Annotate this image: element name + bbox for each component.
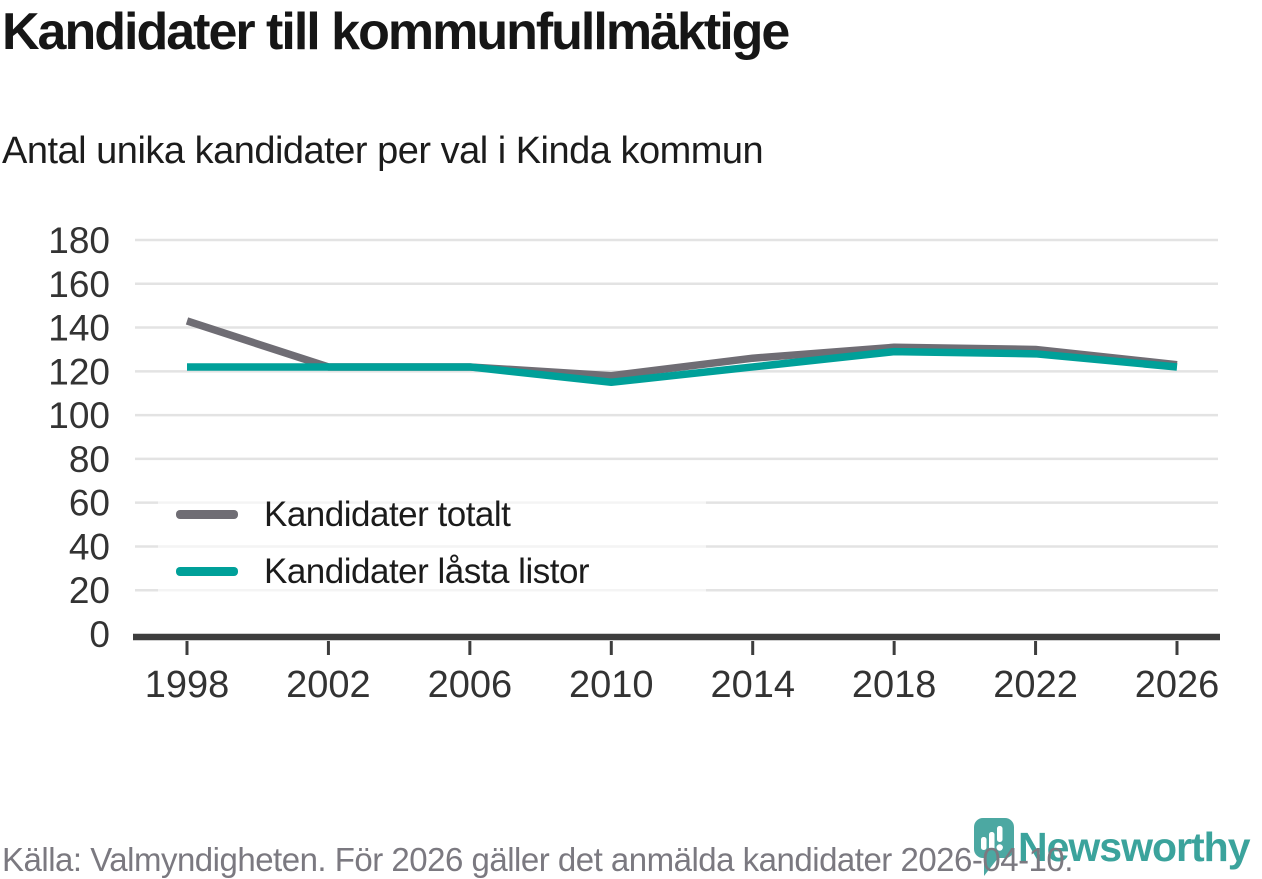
source-note: Källa: Valmyndigheten. För 2026 gäller d…: [2, 841, 1073, 878]
chart-subtitle: Antal unika kandidater per val i Kinda k…: [2, 130, 764, 172]
x-tick-label-1998: 1998: [145, 664, 230, 706]
newsworthy-wordmark: Newsworthy: [1018, 824, 1250, 870]
x-tick-label-2022: 2022: [993, 664, 1078, 706]
y-tick-label-80: 80: [69, 439, 110, 480]
legend-swatch-locked-lists-icon: [176, 567, 238, 576]
legend-label-total: Kandidater totalt: [264, 494, 511, 534]
chart-title: Kandidater till kommunfullmäktige: [2, 3, 790, 61]
x-tick-label-2006: 2006: [428, 664, 513, 706]
legend: Kandidater totalt Kandidater låsta listo…: [158, 486, 706, 600]
y-tick-label-60: 60: [69, 483, 110, 524]
y-tick-label-180: 180: [48, 220, 110, 261]
y-tick-label-0: 0: [89, 614, 110, 655]
legend-item-total: Kandidater totalt: [158, 486, 706, 543]
y-tick-label-140: 140: [48, 308, 110, 349]
y-tick-label-40: 40: [69, 526, 110, 567]
x-tick-label-2002: 2002: [286, 664, 371, 706]
legend-item-locked-lists: Kandidater låsta listor: [158, 543, 706, 600]
x-tick-label-2010: 2010: [569, 664, 654, 706]
y-tick-label-20: 20: [69, 570, 110, 611]
series-line-locked-lists: [187, 347, 1178, 387]
x-tick-label-2014: 2014: [710, 664, 795, 706]
newsworthy-bubble-chart-icon: [974, 818, 1014, 876]
y-tick-label-120: 120: [48, 351, 110, 392]
x-tick-label-2026: 2026: [1135, 664, 1220, 706]
y-tick-label-100: 100: [48, 395, 110, 436]
y-tick-label-160: 160: [48, 264, 110, 305]
legend-label-locked-lists: Kandidater låsta listor: [264, 551, 590, 591]
legend-swatch-total-icon: [176, 510, 238, 519]
x-tick-label-2018: 2018: [852, 664, 937, 706]
